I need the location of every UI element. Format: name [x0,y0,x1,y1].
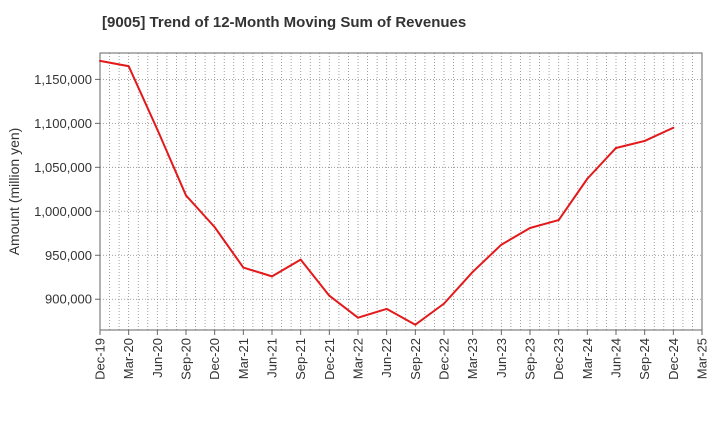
data-point [156,128,159,131]
x-tick-label: Sep-24 [637,338,652,380]
data-point [471,270,474,273]
x-tick-label: Dec-19 [93,338,108,380]
data-point [185,194,187,197]
data-point [271,275,273,278]
data-point [357,316,359,319]
x-tick-label: Dec-20 [207,338,222,380]
data-point [672,126,675,129]
x-tick-label: Mar-22 [351,338,366,379]
data-point [500,243,503,246]
x-tick-label: Sep-20 [179,338,194,380]
plot-area-frame [99,52,703,331]
data-point [557,219,560,222]
y-axis-title: Amount (million yen) [6,128,22,256]
series-line [99,59,674,326]
x-tick-label: Mar-23 [465,338,480,379]
x-tick-label: Dec-23 [551,338,566,380]
x-tick-label: Mar-21 [236,338,251,379]
x-tick-label: Dec-21 [322,338,337,380]
data-point [529,226,531,229]
x-tick-label: Jun-20 [150,338,165,378]
data-point [643,139,646,142]
x-tick-label: Sep-21 [293,338,308,380]
y-tick-label: 1,000,000 [34,204,92,219]
data-point [127,65,130,68]
x-tick-label: Jun-22 [379,338,394,378]
x-tick-label: Sep-23 [523,338,538,380]
data-point [99,59,101,62]
grid-lines [100,53,702,330]
y-tick-label: 950,000 [45,248,92,263]
x-tick-label: Sep-22 [408,338,423,380]
series-layer [99,59,675,326]
data-point [299,258,302,261]
y-tick-label: 900,000 [45,292,92,307]
x-tick-label: Mar-24 [580,338,595,379]
chart-title: [9005] Trend of 12-Month Moving Sum of R… [102,14,467,31]
data-point [242,266,245,269]
x-tick-label: Mar-25 [695,338,710,379]
x-tick-label: Dec-24 [666,338,681,380]
data-point [328,294,331,297]
data-point [414,323,417,326]
y-tick-label: 1,100,000 [34,116,92,131]
data-point [385,307,388,310]
data-point [615,146,617,149]
x-tick-label: Jun-24 [609,338,624,378]
y-axis-ticks: 900,000 950,000 1,000,000 1,050,000 1,100,00… [34,72,100,307]
x-tick-label: Jun-23 [494,338,509,378]
x-tick-label: Dec-22 [437,338,452,380]
y-tick-label: 1,150,000 [34,72,92,87]
x-axis-ticks: Dec-19 Mar-20 Jun-20 Sep-20 Dec-20 Mar-21 Jun-… [93,330,710,380]
data-point [213,226,216,229]
x-tick-label: Jun-21 [265,338,280,378]
y-tick-label: 1,050,000 [34,160,92,175]
x-tick-label: Mar-20 [121,338,136,379]
data-point [443,302,445,305]
data-point [586,177,589,180]
